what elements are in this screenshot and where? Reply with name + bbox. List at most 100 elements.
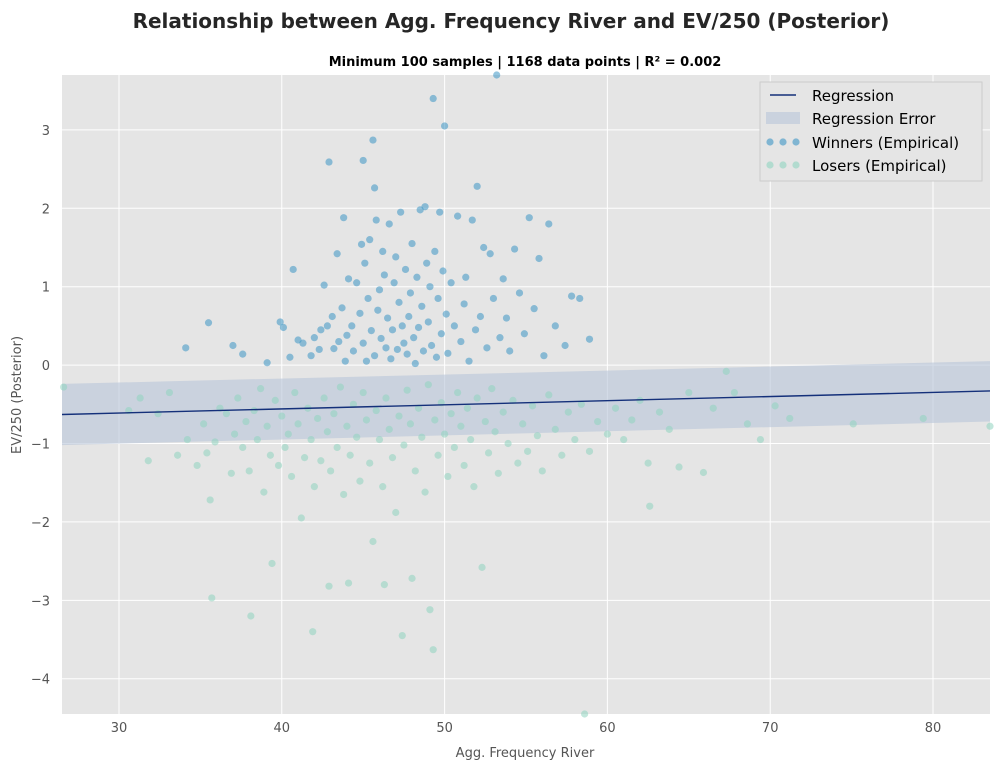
winner-point <box>506 347 514 355</box>
legend: Regression Regression Error Winners (Emp… <box>759 81 983 182</box>
winner-point <box>429 94 437 103</box>
winner-point <box>353 279 361 287</box>
loser-point <box>183 435 191 444</box>
loser-point <box>463 404 471 412</box>
winner-point <box>393 345 401 354</box>
winner-point <box>323 322 331 330</box>
loser-point <box>173 451 182 459</box>
winner-point <box>436 208 444 216</box>
winner-point <box>410 334 418 342</box>
winner-point <box>465 357 473 365</box>
loser-point <box>414 404 423 412</box>
winner-point <box>408 239 416 248</box>
loser-point <box>284 430 292 438</box>
loser-point <box>349 400 358 408</box>
legend-winner-dot <box>792 138 800 146</box>
winner-point <box>377 334 385 343</box>
winner-point <box>375 286 384 294</box>
loser-point <box>268 559 276 568</box>
loser-point <box>398 631 406 640</box>
loser-point <box>395 412 403 420</box>
winner-point <box>359 156 367 165</box>
loser-point <box>481 417 489 426</box>
winner-point <box>385 220 393 228</box>
winner-point <box>413 273 421 281</box>
x-tick-label: 30 <box>111 721 128 736</box>
winner-point <box>263 359 271 367</box>
winner-point <box>545 220 553 228</box>
loser-point <box>499 408 507 416</box>
winner-point <box>340 214 348 222</box>
winner-point <box>561 341 569 350</box>
winner-point <box>361 259 369 267</box>
loser-point <box>594 417 602 426</box>
loser-point <box>327 467 335 475</box>
winner-point <box>473 182 481 190</box>
winner-point <box>432 353 441 361</box>
winner-point <box>307 352 315 360</box>
legend-error-swatch <box>766 112 800 124</box>
loser-point <box>411 467 419 475</box>
winner-point <box>359 339 367 347</box>
winner-point <box>418 302 426 310</box>
winner-point <box>182 344 190 352</box>
loser-point <box>211 438 219 446</box>
legend-error-label: Regression Error <box>812 110 936 128</box>
loser-point <box>558 451 566 459</box>
winner-point <box>367 327 375 335</box>
loser-point <box>581 710 589 718</box>
loser-point <box>533 432 541 440</box>
loser-point <box>786 414 794 423</box>
x-tick-label: 80 <box>925 721 942 736</box>
x-tick-label: 60 <box>599 721 616 736</box>
loser-points <box>60 367 994 718</box>
winner-point <box>551 322 559 330</box>
winner-point <box>397 208 405 216</box>
winner-point <box>315 345 323 354</box>
legend-regression-label: Regression <box>812 87 894 105</box>
winner-point <box>395 298 403 306</box>
loser-point <box>685 388 693 397</box>
loser-point <box>136 394 144 402</box>
loser-point <box>291 388 299 397</box>
winner-point <box>476 312 485 321</box>
loser-point <box>203 449 211 457</box>
y-axis-label: EV/250 (Posterior) <box>10 336 25 454</box>
y-tick-label: 2 <box>42 202 50 217</box>
winner-point <box>366 236 374 244</box>
winner-point <box>471 326 480 334</box>
loser-point <box>457 422 465 430</box>
winner-point <box>483 344 491 352</box>
loser-point <box>460 461 468 470</box>
legend-losers-label: Losers (Empirical) <box>812 157 947 175</box>
winner-point <box>511 245 519 253</box>
loser-point <box>281 443 289 452</box>
y-tick-label: −4 <box>31 673 50 688</box>
winner-point <box>530 305 538 313</box>
loser-point <box>234 394 242 402</box>
winner-point <box>320 281 328 289</box>
loser-point <box>317 457 325 465</box>
winner-point <box>493 71 501 79</box>
loser-point <box>144 457 152 465</box>
loser-point <box>369 537 377 546</box>
loser-point <box>323 428 331 436</box>
winner-point <box>343 331 351 339</box>
loser-point <box>426 606 434 614</box>
winner-point <box>341 357 349 365</box>
loser-point <box>353 433 361 441</box>
legend-winners-label: Winners (Empirical) <box>812 134 959 152</box>
winner-point <box>333 250 341 258</box>
loser-point <box>603 430 612 438</box>
x-tick-label: 70 <box>762 721 779 736</box>
loser-point <box>538 467 546 475</box>
winner-point <box>317 326 325 334</box>
loser-point <box>400 441 408 449</box>
loser-point <box>362 416 371 424</box>
winner-point <box>374 306 382 314</box>
loser-point <box>919 414 927 423</box>
loser-point <box>388 454 397 462</box>
loser-point <box>309 628 317 636</box>
loser-point <box>227 469 235 477</box>
loser-point <box>429 646 437 654</box>
